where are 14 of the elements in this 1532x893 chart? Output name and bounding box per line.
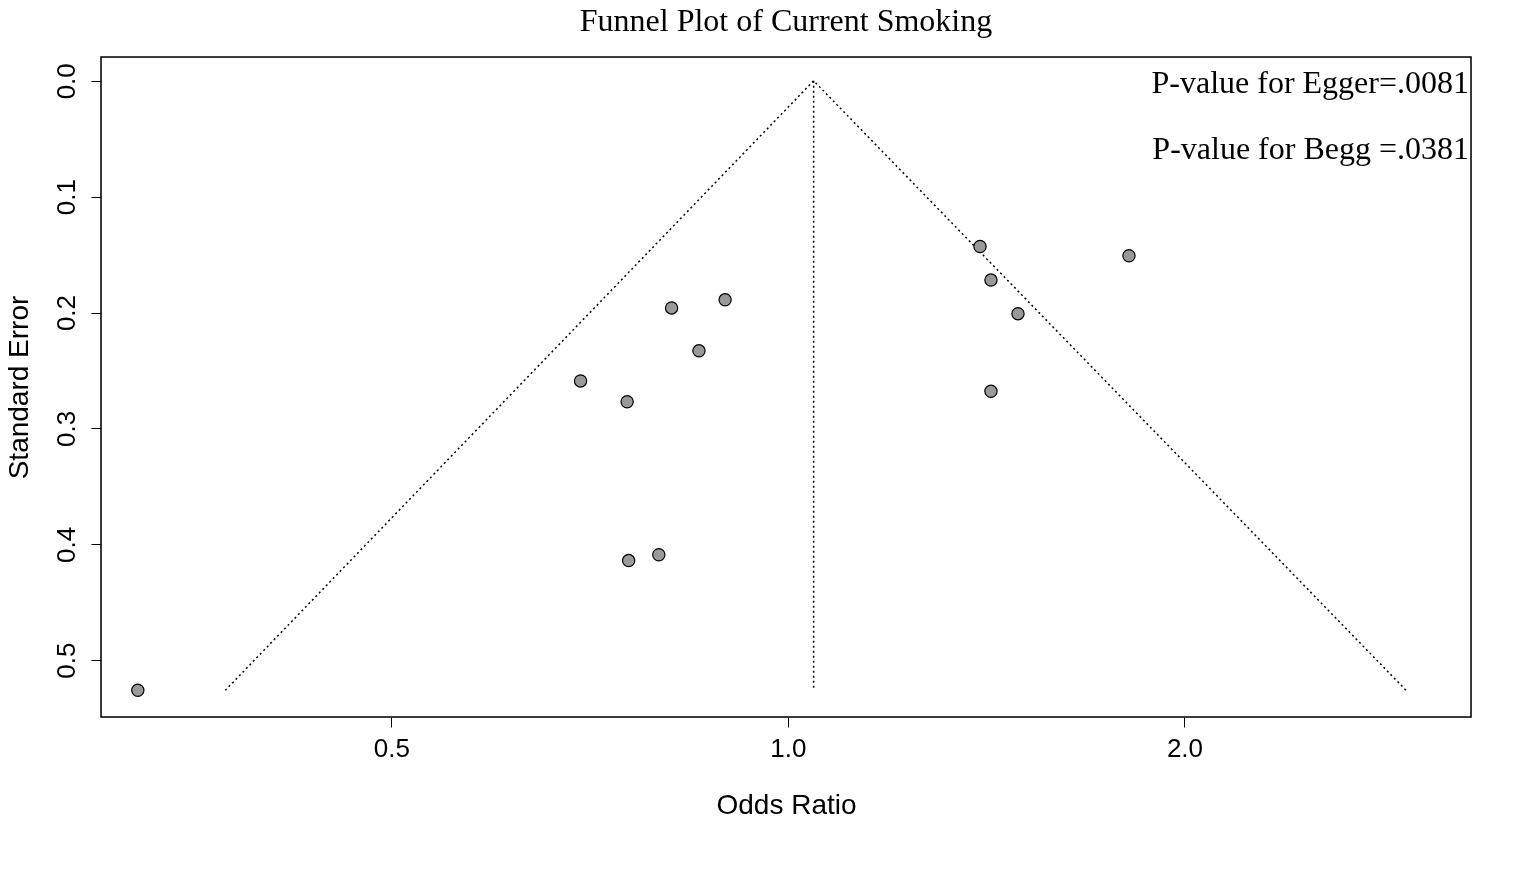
chart-title: Funnel Plot of Current Smoking [579, 2, 993, 39]
y-tick-label: 0.0 [50, 63, 81, 100]
y-axis-title: Standard Error [2, 295, 34, 480]
y-tick-label: 0.1 [50, 179, 81, 216]
y-tick-label: 0.5 [50, 642, 81, 679]
annotation: P-value for Egger=.0081 [1151, 64, 1469, 100]
y-tick-label: 0.2 [50, 294, 81, 332]
x-tick-label: 0.5 [373, 732, 410, 763]
x-tick-label: 2.0 [1166, 732, 1204, 763]
y-tick-label: 0.4 [50, 526, 81, 563]
x-tick-label: 1.0 [770, 732, 807, 763]
x-axis-title: Odds Ratio [716, 788, 857, 820]
y-tick-label: 0.3 [50, 410, 81, 448]
annotation: P-value for Begg =.0381 [1152, 130, 1469, 166]
